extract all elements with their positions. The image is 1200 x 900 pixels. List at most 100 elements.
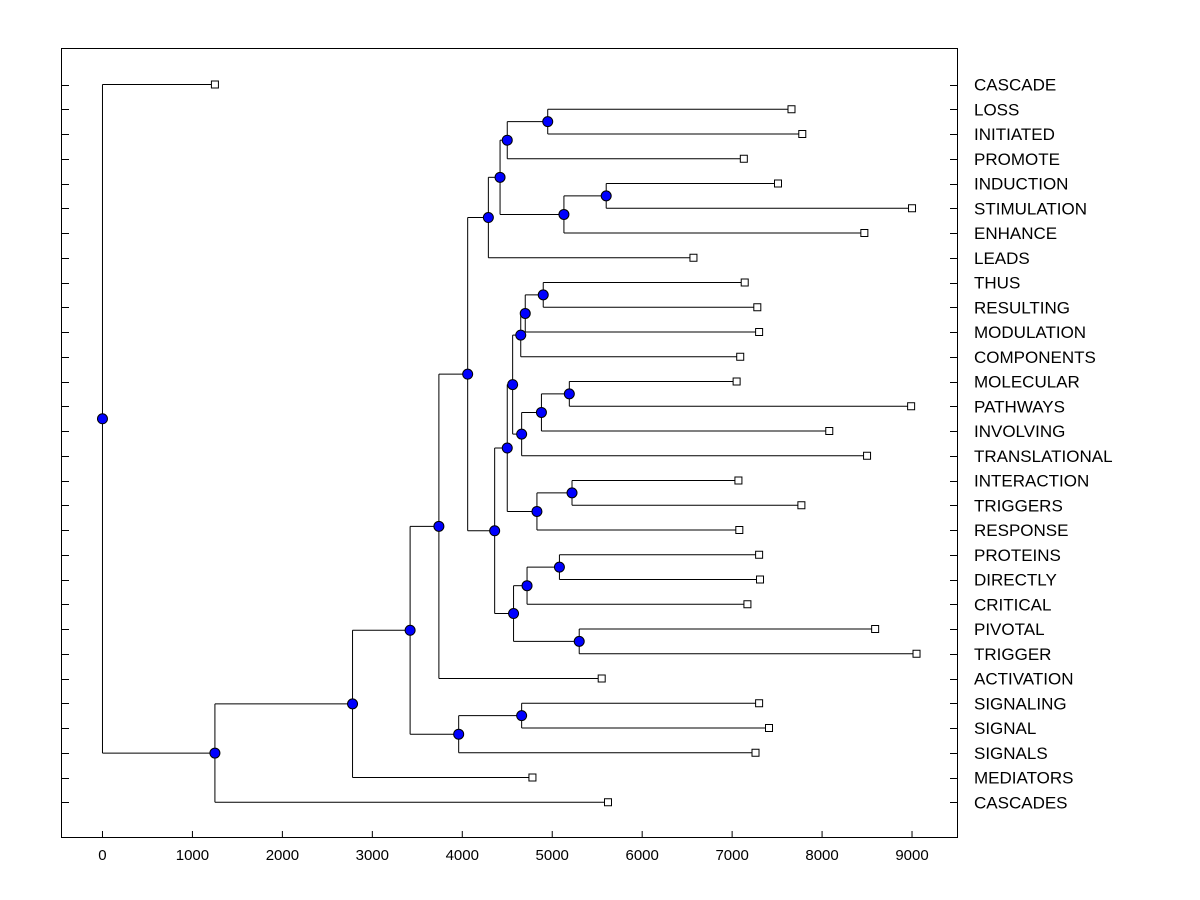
- leaf-marker: [860, 229, 869, 237]
- leaf-label: ENHANCE: [974, 224, 1057, 243]
- merge-node: [404, 624, 416, 636]
- leaf-label: PIVOTAL: [974, 620, 1045, 639]
- leaf-label: CRITICAL: [974, 595, 1051, 614]
- merge-node: [535, 406, 547, 418]
- merge-node: [573, 635, 585, 647]
- leaf-marker: [787, 105, 796, 114]
- leaf-marker: [736, 352, 745, 361]
- leaf-label: MOLECULAR: [974, 373, 1080, 392]
- merge-node: [542, 116, 554, 128]
- leaf-label: SIGNAL: [974, 719, 1036, 738]
- merge-nodes: [96, 116, 612, 759]
- merge-node: [347, 698, 359, 710]
- leaf-marker: [528, 773, 537, 782]
- leaf-label: LOSS: [974, 100, 1019, 119]
- leaf-label: INITIATED: [974, 125, 1055, 144]
- merge-node: [553, 561, 565, 573]
- leaf-label: THUS: [974, 274, 1020, 293]
- leaf-marker: [798, 130, 807, 138]
- merge-node: [209, 747, 221, 759]
- leaf-label: PATHWAYS: [974, 397, 1065, 416]
- leaf-marker: [739, 154, 748, 163]
- merge-node: [96, 413, 108, 425]
- x-tick-label: 5000: [536, 847, 569, 864]
- x-tick-label: 7000: [715, 847, 748, 864]
- leaf-label: TRIGGER: [974, 645, 1051, 664]
- leaf-marker: [755, 550, 764, 559]
- x-tick-label: 6000: [625, 847, 658, 864]
- merge-node: [516, 428, 528, 440]
- merge-node: [489, 525, 501, 537]
- leaf-label: INTERACTION: [974, 472, 1089, 491]
- merge-node: [501, 134, 513, 146]
- leaf-marker: [797, 501, 806, 510]
- axis-ticks: 0 1000 2000 3000 4000 5000 6000 7000 8000 9000: [62, 85, 957, 864]
- leaf-labels: CASCADE LOSS INITIATED PROMOTE INDUCTION STIM…: [974, 76, 1113, 813]
- leaf-marker: [210, 80, 219, 89]
- leaf-marker: [740, 278, 749, 287]
- leaf-marker: [765, 724, 774, 732]
- merge-node: [433, 520, 445, 532]
- x-tick-label: 2000: [266, 847, 299, 864]
- leaf-markers: [210, 80, 921, 807]
- leaf-label: INVOLVING: [974, 422, 1065, 441]
- leaf-marker: [755, 699, 764, 708]
- merge-node: [501, 442, 513, 454]
- leaf-label: TRIGGERS: [974, 496, 1063, 515]
- x-tick-label: 9000: [895, 847, 928, 864]
- leaf-marker: [774, 179, 782, 188]
- leaf-label: CASCADE: [974, 76, 1056, 95]
- leaf-label: INDUCTION: [974, 175, 1068, 194]
- leaf-label: LEADS: [974, 249, 1030, 268]
- leaf-label: ACTIVATION: [974, 670, 1074, 689]
- x-tick-label: 3000: [356, 847, 389, 864]
- merge-node: [507, 379, 519, 391]
- merge-node: [515, 329, 527, 341]
- merge-node: [566, 487, 578, 499]
- leaf-label: SIGNALS: [974, 744, 1048, 763]
- leaf-label: PROTEINS: [974, 546, 1061, 565]
- x-tick-label: 8000: [805, 847, 838, 864]
- leaf-marker: [735, 526, 744, 534]
- merge-node: [519, 307, 531, 319]
- merge-node: [482, 212, 494, 224]
- merge-node: [462, 368, 474, 380]
- leaf-label: COMPONENTS: [974, 348, 1096, 367]
- leaf-marker: [908, 204, 917, 213]
- leaf-marker: [863, 451, 872, 460]
- merge-node: [508, 608, 520, 620]
- leaf-label: RESPONSE: [974, 521, 1068, 540]
- leaf-marker: [734, 476, 743, 485]
- x-tick-label: 1000: [176, 847, 209, 864]
- leaf-marker: [871, 625, 880, 633]
- leaf-label: DIRECTLY: [974, 571, 1057, 590]
- merge-node: [600, 190, 612, 202]
- merge-node: [558, 208, 570, 220]
- merge-node: [494, 171, 506, 183]
- leaf-label: TRANSLATIONAL: [974, 447, 1113, 466]
- leaf-marker: [756, 575, 765, 584]
- plot-frame: [61, 48, 958, 838]
- leaf-label: CASCADES: [974, 793, 1068, 812]
- leaf-marker: [689, 253, 698, 262]
- merge-node: [453, 728, 465, 740]
- leaf-marker: [753, 303, 762, 312]
- merge-node: [516, 710, 528, 722]
- leaf-label: SIGNALING: [974, 694, 1067, 713]
- leaf-label: MODULATION: [974, 323, 1086, 342]
- merge-node: [537, 289, 549, 301]
- x-tick-label: 4000: [446, 847, 479, 864]
- leaf-label: PROMOTE: [974, 150, 1060, 169]
- leaf-label: STIMULATION: [974, 199, 1087, 218]
- x-tick-label: 0: [98, 847, 106, 864]
- leaf-marker: [751, 748, 760, 757]
- leaf-label: MEDIATORS: [974, 769, 1074, 788]
- merge-node: [531, 505, 543, 517]
- leaf-marker: [597, 674, 606, 683]
- merge-node: [563, 388, 575, 400]
- merge-node: [521, 580, 533, 592]
- leaf-marker: [912, 649, 921, 658]
- leaf-marker: [825, 427, 834, 435]
- leaf-marker: [743, 600, 752, 609]
